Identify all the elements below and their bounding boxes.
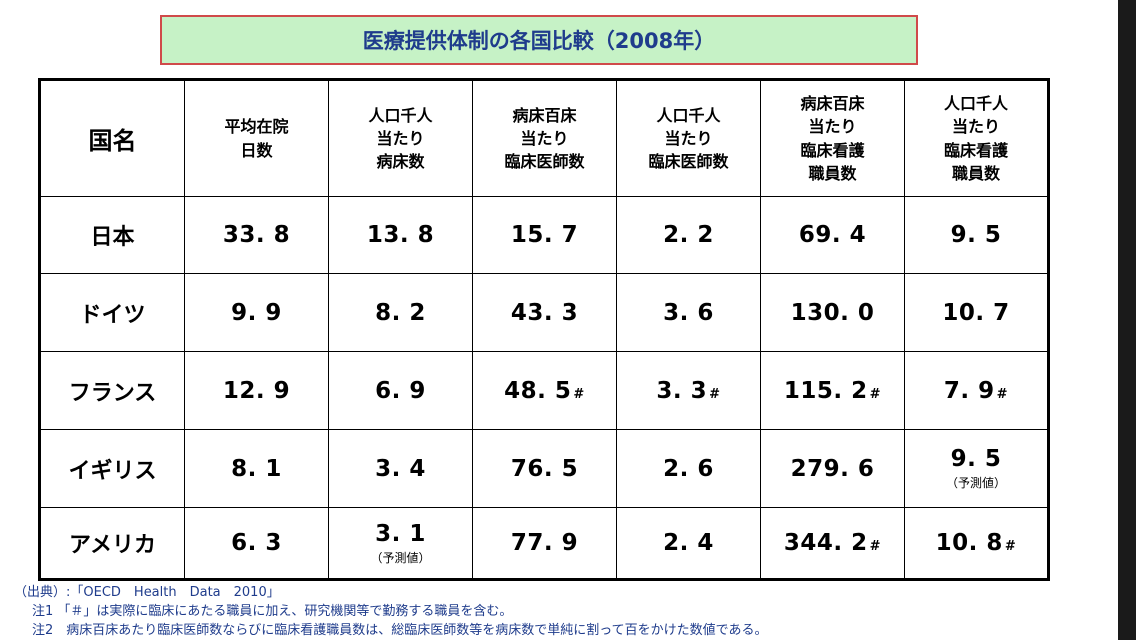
estimate-note: （予測値） bbox=[945, 476, 1006, 490]
value-cell: 3. 1 （予測値） bbox=[328, 507, 473, 580]
table-header-row: 国名 平均在院 日数 人口千人 当たり 病床数 病床百床 当たり 臨床医師数 人… bbox=[39, 79, 1049, 197]
header-country: 国名 bbox=[39, 79, 185, 197]
cell-value: 48. 5 bbox=[504, 377, 572, 404]
value-cell: 33. 8 bbox=[184, 196, 329, 274]
cell-value: 10. 8 bbox=[935, 530, 1003, 556]
cell-value: 115. 2 bbox=[783, 377, 868, 404]
value-cell: 344. 2 # bbox=[760, 507, 905, 580]
country-cell: 日本 bbox=[39, 196, 185, 274]
hash-mark: # bbox=[869, 386, 882, 402]
country-cell: アメリカ bbox=[39, 507, 185, 580]
value-cell: 77. 9 bbox=[472, 507, 617, 580]
header-line: 病床百床 bbox=[512, 105, 577, 125]
header-line: 日数 bbox=[240, 140, 273, 160]
header-nurses-per-1000: 人口千人 当たり 臨床看護 職員数 bbox=[904, 79, 1049, 197]
value-cell: 13. 8 bbox=[328, 196, 473, 274]
cell-value: 9. 5 bbox=[950, 446, 1002, 472]
cell-value: 344. 2 bbox=[783, 530, 868, 556]
header-line: 職員数 bbox=[808, 163, 857, 183]
value-cell: 10. 7 bbox=[904, 273, 1049, 352]
value-cell: 115. 2 # bbox=[760, 351, 905, 430]
estimate-note: （予測値） bbox=[370, 550, 431, 565]
cell-value: 7. 9 bbox=[943, 377, 995, 404]
table-row: ドイツ 9. 9 8. 2 43. 3 3. 6 130. 0 10. 7 bbox=[39, 273, 1049, 352]
hash-mark: # bbox=[996, 386, 1009, 402]
value-cell: 6. 9 bbox=[328, 351, 473, 430]
header-line: 当たり bbox=[520, 128, 569, 148]
value-cell: 8. 1 bbox=[184, 429, 329, 508]
hash-mark: # bbox=[709, 386, 721, 402]
value-cell: 2. 4 bbox=[616, 507, 761, 580]
value-cell: 48. 5 # bbox=[472, 351, 617, 430]
header-line: 当たり bbox=[808, 117, 857, 137]
cell-value: 3. 3 bbox=[656, 377, 708, 404]
header-line: 人口千人 bbox=[368, 105, 433, 125]
header-line: 人口千人 bbox=[656, 105, 721, 125]
value-cell: 10. 8 # bbox=[904, 507, 1049, 580]
table-row: アメリカ 6. 3 3. 1 （予測値） 77. 9 2. 4 344. 2 # 1… bbox=[39, 507, 1049, 580]
country-cell: イギリス bbox=[39, 429, 185, 508]
value-cell: 12. 9 bbox=[184, 351, 329, 430]
cell-value: 3. 1 bbox=[375, 520, 426, 547]
header-line: 病床百床 bbox=[800, 94, 865, 114]
header-line: 当たり bbox=[376, 128, 425, 148]
value-cell: 9. 5 （予測値） bbox=[904, 429, 1049, 508]
hash-mark: # bbox=[869, 539, 882, 554]
header-beds-per-1000: 人口千人 当たり 病床数 bbox=[328, 79, 473, 197]
header-doctors-per-1000: 人口千人 当たり 臨床医師数 bbox=[616, 79, 761, 197]
header-line: 臨床看護 bbox=[800, 140, 865, 160]
page-title: 医療提供体制の各国比較（2008年） bbox=[160, 15, 918, 65]
value-cell: 6. 3 bbox=[184, 507, 329, 580]
country-cell: ドイツ bbox=[39, 273, 185, 352]
hash-mark: # bbox=[573, 386, 585, 402]
header-avg-stay: 平均在院 日数 bbox=[184, 79, 329, 197]
header-line: 当たり bbox=[664, 128, 713, 148]
value-cell: 2. 2 bbox=[616, 196, 761, 274]
value-cell: 279. 6 bbox=[760, 429, 905, 508]
table-row: フランス 12. 9 6. 9 48. 5 # 3. 3 # 115. 2 # 7. … bbox=[39, 351, 1049, 430]
header-line: 平均在院 bbox=[224, 117, 289, 137]
hash-mark: # bbox=[1004, 539, 1017, 554]
value-cell: 130. 0 bbox=[760, 273, 905, 352]
value-cell: 76. 5 bbox=[472, 429, 617, 508]
value-cell: 3. 3 # bbox=[616, 351, 761, 430]
value-cell: 15. 7 bbox=[472, 196, 617, 274]
window-edge-strip bbox=[1118, 0, 1136, 640]
comparison-table: 国名 平均在院 日数 人口千人 当たり 病床数 病床百床 当たり 臨床医師数 人… bbox=[38, 78, 1050, 581]
value-cell: 2. 6 bbox=[616, 429, 761, 508]
header-nurses-per-100-beds: 病床百床 当たり 臨床看護 職員数 bbox=[760, 79, 905, 197]
header-line: 人口千人 bbox=[943, 94, 1008, 114]
value-cell: 8. 2 bbox=[328, 273, 473, 352]
value-cell: 43. 3 bbox=[472, 273, 617, 352]
table-row: イギリス 8. 1 3. 4 76. 5 2. 6 279. 6 9. 5 （予測… bbox=[39, 429, 1049, 508]
country-cell: フランス bbox=[39, 351, 185, 430]
value-cell: 69. 4 bbox=[760, 196, 905, 274]
header-line: 職員数 bbox=[951, 163, 1000, 183]
header-doctors-per-100-beds: 病床百床 当たり 臨床医師数 bbox=[472, 79, 617, 197]
value-cell: 3. 6 bbox=[616, 273, 761, 352]
footnote-2: 注2 病床百床あたり臨床医師数ならびに臨床看護職員数は、総臨床医師数等を病床数で… bbox=[32, 623, 768, 638]
footnote-1: 注1 「＃」は実際に臨床にあたる職員に加え、研究機関等で勤務する職員を含む。 bbox=[32, 604, 513, 619]
value-cell: 9. 9 bbox=[184, 273, 329, 352]
value-cell: 9. 5 bbox=[904, 196, 1049, 274]
header-line: 病床数 bbox=[376, 152, 425, 172]
table-row: 日本 33. 8 13. 8 15. 7 2. 2 69. 4 9. 5 bbox=[39, 196, 1049, 274]
value-cell: 3. 4 bbox=[328, 429, 473, 508]
source-note: （出典）:「OECD Health Data 2010」 bbox=[14, 585, 280, 600]
footnotes: （出典）:「OECD Health Data 2010」 注1 「＃」は実際に臨… bbox=[14, 583, 1114, 640]
header-line: 臨床医師数 bbox=[648, 152, 729, 172]
value-cell: 7. 9 # bbox=[904, 351, 1049, 430]
header-line: 当たり bbox=[951, 117, 1000, 137]
header-line: 臨床医師数 bbox=[504, 152, 585, 172]
header-line: 臨床看護 bbox=[943, 140, 1008, 160]
